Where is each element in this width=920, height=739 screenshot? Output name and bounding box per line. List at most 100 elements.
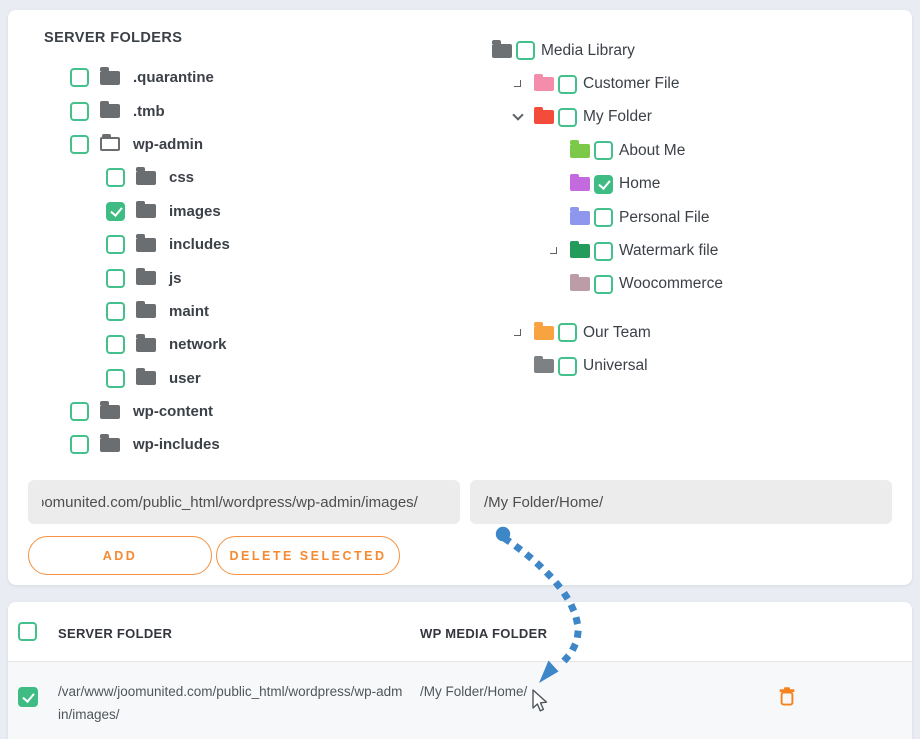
folder-icon	[100, 401, 120, 419]
expand-toggle-icon[interactable]	[550, 247, 557, 255]
table-body: /var/www/joomunited.com/public_html/word…	[8, 661, 912, 739]
folder-label: Universal	[583, 357, 648, 375]
server-folder-item[interactable]: wp-admin	[8, 128, 912, 161]
server-folders-title: SERVER FOLDERS	[44, 30, 183, 46]
folder-icon	[100, 67, 120, 85]
folder-icon	[570, 273, 590, 292]
folder-icon	[534, 106, 554, 125]
folder-icon	[136, 334, 156, 352]
server-folder-item[interactable]: includes	[8, 228, 912, 261]
folder-icon	[570, 173, 590, 192]
folder-icon	[100, 434, 120, 452]
folder-label: Media Library	[541, 41, 635, 59]
folder-checkbox[interactable]	[106, 368, 125, 388]
server-folder-item[interactable]: .quarantine	[8, 61, 912, 94]
folder-checkbox[interactable]	[558, 107, 577, 127]
folder-checkbox[interactable]	[70, 68, 89, 88]
server-folder-item[interactable]: wp-content	[8, 395, 912, 428]
folder-icon	[100, 134, 120, 152]
folder-checkbox[interactable]	[594, 241, 613, 261]
delete-row-button[interactable]	[779, 687, 795, 709]
media-folder-item[interactable]: Home	[8, 168, 912, 201]
folder-checkbox[interactable]	[106, 235, 125, 255]
server-folder-item[interactable]: wp-includes	[8, 428, 912, 461]
folder-checkbox[interactable]	[106, 168, 125, 188]
folder-label: maint	[169, 302, 210, 320]
folder-icon	[136, 267, 156, 286]
server-folder-item[interactable]: css	[8, 161, 912, 194]
server-folder-tree: .quarantine .tmb wp-admin css images includes…	[8, 61, 912, 462]
media-folder-item[interactable]: Customer File	[8, 67, 912, 100]
folder-checkbox[interactable]	[594, 174, 613, 194]
chevron-down-icon[interactable]	[512, 109, 524, 122]
folder-label: includes	[169, 236, 230, 254]
folder-checkbox[interactable]	[70, 101, 89, 121]
folder-label: network	[169, 336, 227, 354]
wp-media-folder-column-header: WP MEDIA FOLDER	[420, 626, 548, 641]
media-folder-item[interactable]: My Folder	[8, 101, 912, 134]
folder-checkbox[interactable]	[70, 134, 89, 154]
folder-label: wp-admin	[133, 135, 203, 153]
folder-checkbox[interactable]	[70, 435, 89, 455]
folder-label: user	[169, 369, 201, 387]
folder-icon	[136, 167, 156, 185]
folder-checkbox[interactable]	[558, 74, 577, 94]
folder-icon	[136, 300, 156, 319]
server-folder-column-header: SERVER FOLDER	[58, 626, 173, 641]
folder-icon	[136, 367, 156, 386]
folder-icon	[136, 234, 156, 252]
table-header-row: SERVER FOLDER WP MEDIA FOLDER	[8, 602, 912, 661]
folder-label: My Folder	[583, 108, 652, 126]
folder-label: .quarantine	[133, 69, 214, 87]
folder-checkbox[interactable]	[594, 274, 613, 294]
folder-label: Personal File	[619, 208, 710, 226]
folder-checkbox[interactable]	[558, 356, 577, 376]
media-folder-item[interactable]: Media Library	[8, 34, 912, 67]
folder-checkbox[interactable]	[106, 335, 125, 355]
expand-toggle-icon[interactable]	[514, 80, 521, 88]
server-folder-item[interactable]: images	[8, 195, 912, 228]
folder-label: wp-content	[133, 403, 213, 421]
server-folder-item[interactable]: js	[8, 261, 912, 294]
media-folder-item[interactable]: Personal File	[8, 201, 912, 234]
server-path-input[interactable]	[28, 480, 460, 524]
wp-media-folder-cell: /My Folder/Home/	[420, 684, 528, 699]
select-all-checkbox[interactable]	[18, 622, 37, 641]
folder-label: Customer File	[583, 75, 680, 93]
mappings-table: SERVER FOLDER WP MEDIA FOLDER /var/www/j…	[8, 602, 912, 739]
delete-selected-button[interactable]: DELETE SELECTED	[216, 536, 400, 575]
folder-checkbox[interactable]	[106, 301, 125, 321]
server-folder-cell: /var/www/joomunited.com/public_html/word…	[58, 684, 403, 722]
folder-icon	[534, 355, 554, 374]
folder-checkbox[interactable]	[516, 41, 535, 61]
folder-label: wp-includes	[133, 436, 220, 454]
folder-icon	[570, 207, 590, 225]
folder-checkbox[interactable]	[70, 402, 89, 422]
server-folder-item[interactable]: .tmb	[8, 94, 912, 127]
folder-label: Home	[619, 175, 661, 193]
folder-checkbox[interactable]	[594, 208, 613, 228]
media-folder-item[interactable]: Universal	[8, 350, 912, 383]
table-row: /var/www/joomunited.com/public_html/word…	[8, 662, 912, 739]
server-folder-item[interactable]: maint	[8, 295, 912, 328]
folder-mapping-panel: SERVER FOLDERS .quarantine .tmb wp-admin cs…	[8, 10, 912, 585]
media-folder-item[interactable]: Woocommerce	[8, 268, 912, 301]
media-folder-item[interactable]: Watermark file	[8, 234, 912, 267]
folder-checkbox[interactable]	[594, 141, 613, 161]
folder-label: About Me	[619, 141, 686, 159]
server-folder-item[interactable]: user	[8, 362, 912, 395]
folder-checkbox[interactable]	[106, 201, 125, 221]
expand-toggle-icon[interactable]	[514, 328, 521, 336]
add-button[interactable]: ADD	[28, 536, 212, 575]
row-checkbox[interactable]	[18, 687, 38, 707]
media-path-input[interactable]	[470, 480, 892, 524]
folder-label: Our Team	[583, 323, 651, 341]
server-folder-item[interactable]: network	[8, 328, 912, 361]
folder-checkbox[interactable]	[106, 268, 125, 288]
media-folder-item[interactable]: Our Team	[8, 316, 912, 349]
folder-checkbox[interactable]	[558, 323, 577, 343]
folder-icon	[492, 40, 512, 58]
folder-icon	[534, 73, 554, 92]
folder-icon	[570, 240, 590, 259]
media-folder-item[interactable]: About Me	[8, 134, 912, 167]
